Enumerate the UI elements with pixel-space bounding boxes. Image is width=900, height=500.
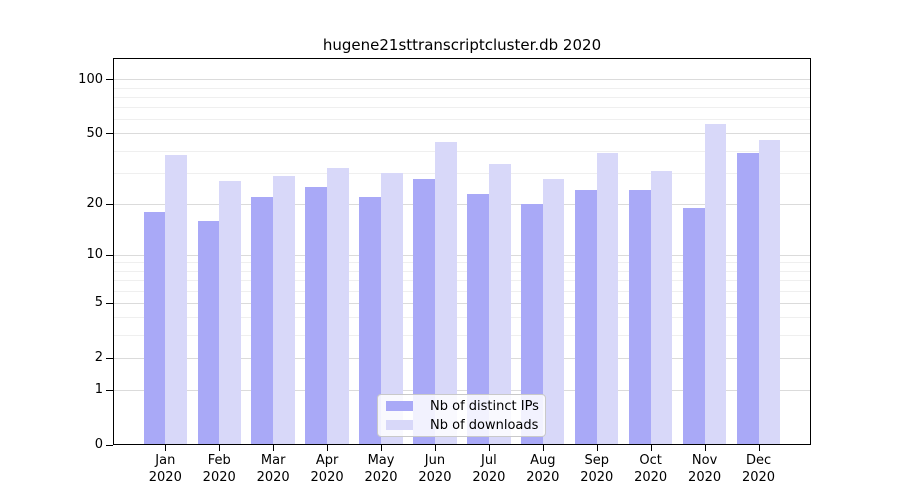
x-tick-mark-mar xyxy=(273,445,275,451)
bar-downloads-sep xyxy=(596,153,619,444)
gridline-40 xyxy=(113,150,811,152)
x-tick-label-sep: Sep 2020 xyxy=(580,453,614,485)
x-tick-mark-dec xyxy=(758,445,760,451)
x-tick-mark-apr xyxy=(327,445,329,451)
gridline-80 xyxy=(113,96,811,98)
bar-ips-feb xyxy=(197,220,220,444)
bar-downloads-apr xyxy=(327,168,349,444)
x-tick-mark-jan xyxy=(165,445,167,451)
legend-label-downloads: Nb of downloads xyxy=(430,417,539,433)
gridline-4 xyxy=(113,317,811,319)
x-tick-mark-feb xyxy=(219,445,221,451)
x-tick-label-jul: Jul 2020 xyxy=(472,453,506,485)
bar-downloads-feb xyxy=(219,181,241,444)
bar-downloads-dec xyxy=(758,140,781,444)
x-tick-label-nov: Nov 2020 xyxy=(688,453,722,485)
gridline-1 xyxy=(113,389,811,391)
bar-downloads-oct xyxy=(650,170,673,444)
bar-downloads-aug xyxy=(542,178,565,444)
gridline-70 xyxy=(113,107,811,109)
legend-row-distinct-ips: Nb of distinct IPs xyxy=(384,398,539,415)
gridline-9 xyxy=(113,262,811,264)
y-tick-mark-50 xyxy=(106,133,113,135)
y-tick-label-0: 0 xyxy=(94,437,103,452)
x-tick-label-oct: Oct 2020 xyxy=(634,453,668,485)
y-tick-mark-2 xyxy=(106,357,113,359)
bar-downloads-may xyxy=(381,173,403,444)
y-tick-label-10: 10 xyxy=(86,247,103,263)
legend-swatch-downloads-icon xyxy=(386,420,413,430)
y-tick-label-5: 5 xyxy=(94,295,103,311)
x-tick-mark-jul xyxy=(488,445,490,451)
x-tick-mark-oct xyxy=(650,445,652,451)
gridline-10 xyxy=(113,254,811,256)
legend: Nb of distinct IPs Nb of downloads xyxy=(377,394,546,437)
x-tick-label-dec: Dec 2020 xyxy=(741,453,776,485)
bar-ips-dec xyxy=(736,153,759,444)
chart-title: hugene21sttranscriptcluster.db 2020 xyxy=(322,36,602,54)
y-tick-mark-10 xyxy=(106,254,113,256)
y-tick-label-100: 100 xyxy=(78,71,103,87)
y-tick-mark-1 xyxy=(106,389,113,391)
gridline-8 xyxy=(113,270,811,272)
bar-ips-jul xyxy=(467,193,489,444)
y-tick-label-50: 50 xyxy=(86,125,103,141)
gridline-6 xyxy=(113,290,811,292)
legend-label-distinct-ips: Nb of distinct IPs xyxy=(430,398,539,414)
x-tick-label-jun: Jun 2020 xyxy=(418,453,452,485)
y-tick-label-20: 20 xyxy=(86,196,103,212)
gridline-20 xyxy=(113,203,811,205)
bar-ips-sep xyxy=(575,190,597,444)
bar-ips-aug xyxy=(521,204,543,444)
x-tick-label-jan: Jan 2020 xyxy=(148,453,182,485)
gridline-100 xyxy=(113,79,811,81)
x-tick-label-aug: Aug 2020 xyxy=(526,453,560,485)
gridline-30 xyxy=(113,172,811,174)
x-tick-mark-jun xyxy=(434,445,436,451)
gridline-50 xyxy=(113,133,811,135)
bar-downloads-jun xyxy=(434,142,457,444)
gridline-5 xyxy=(113,302,811,304)
y-tick-mark-100 xyxy=(106,79,113,81)
bar-ips-nov xyxy=(682,207,705,444)
gridline-2 xyxy=(113,357,811,359)
gridline-60 xyxy=(113,119,811,121)
x-tick-mark-aug xyxy=(542,445,544,451)
y-tick-mark-0 xyxy=(106,444,113,446)
legend-row-downloads: Nb of downloads xyxy=(384,417,539,434)
y-tick-mark-5 xyxy=(106,302,113,304)
gridline-90 xyxy=(113,87,811,89)
bar-ips-jun xyxy=(413,178,435,444)
bar-ips-mar xyxy=(251,196,274,444)
x-tick-label-apr: Apr 2020 xyxy=(310,453,344,485)
bar-ips-apr xyxy=(305,187,328,444)
bar-ips-oct xyxy=(628,190,651,444)
gridline-3 xyxy=(113,334,811,336)
x-tick-label-may: May 2020 xyxy=(364,453,398,485)
y-tick-label-2: 2 xyxy=(94,350,103,366)
bar-downloads-mar xyxy=(273,175,295,444)
x-tick-label-feb: Feb 2020 xyxy=(202,453,236,485)
y-tick-mark-20 xyxy=(106,203,113,205)
bar-ips-jan xyxy=(143,211,166,444)
legend-swatch-distinct-ips-icon xyxy=(386,401,413,411)
bar-downloads-nov xyxy=(704,123,727,444)
x-tick-mark-may xyxy=(381,445,383,451)
x-tick-mark-sep xyxy=(596,445,598,451)
bar-downloads-jul xyxy=(488,163,511,444)
x-tick-label-mar: Mar 2020 xyxy=(256,453,290,485)
x-tick-mark-nov xyxy=(704,445,706,451)
y-tick-label-1: 1 xyxy=(94,382,103,398)
gridline-7 xyxy=(113,279,811,281)
bar-downloads-jan xyxy=(165,155,187,444)
bar-ips-may xyxy=(359,196,381,444)
